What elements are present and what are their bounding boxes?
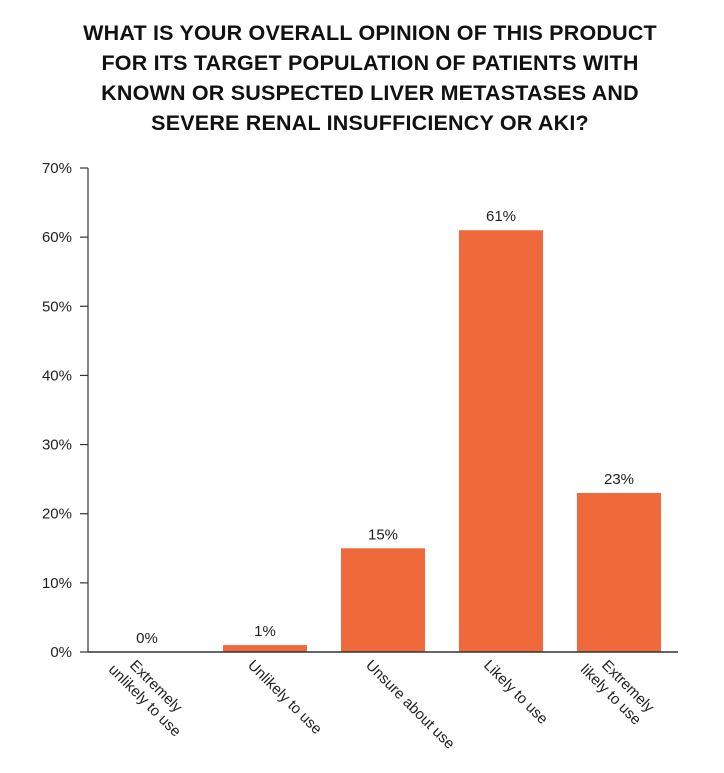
x-category-label: Likely to use: [480, 657, 551, 728]
y-tick-label: 10%: [42, 575, 72, 592]
y-tick-label: 60%: [42, 229, 72, 246]
x-category-label: Unsure about use: [362, 657, 458, 753]
y-tick-label: 20%: [42, 506, 72, 523]
x-category-label: Extremelylikely to use: [577, 648, 658, 729]
bar: [577, 492, 661, 652]
x-category-label-line: Unsure about use: [362, 657, 458, 753]
y-tick-label: 50%: [42, 298, 72, 315]
chart-title-line: KNOWN OR SUSPECTED LIVER METASTASES AND: [101, 81, 639, 105]
chart-title-line: WHAT IS YOUR OVERALL OPINION OF THIS PRO…: [83, 21, 657, 45]
bar-value-label: 0%: [136, 630, 158, 647]
bar: [459, 230, 543, 652]
x-category-label: Unlikely to use: [244, 657, 325, 738]
bar-value-label: 61%: [486, 208, 516, 225]
bar-value-label: 1%: [254, 623, 276, 640]
bar-value-label: 15%: [368, 526, 398, 543]
y-tick-label: 30%: [42, 437, 72, 454]
bar: [341, 548, 425, 652]
y-tick-label: 70%: [42, 160, 72, 177]
y-tick-label: 0%: [50, 644, 72, 661]
x-category-label-line: Unlikely to use: [244, 657, 325, 738]
x-category-label: Extremelyunlikely to use: [105, 648, 197, 740]
chart-title-line: FOR ITS TARGET POPULATION OF PATIENTS WI…: [101, 51, 639, 75]
chart-title: WHAT IS YOUR OVERALL OPINION OF THIS PRO…: [40, 18, 700, 138]
y-tick-label: 40%: [42, 367, 72, 384]
x-category-label-line: Likely to use: [480, 657, 551, 728]
bar: [223, 645, 307, 652]
bar-value-label: 23%: [604, 471, 634, 488]
chart-title-line: SEVERE RENAL INSUFFICIENCY OR AKI?: [151, 111, 589, 135]
